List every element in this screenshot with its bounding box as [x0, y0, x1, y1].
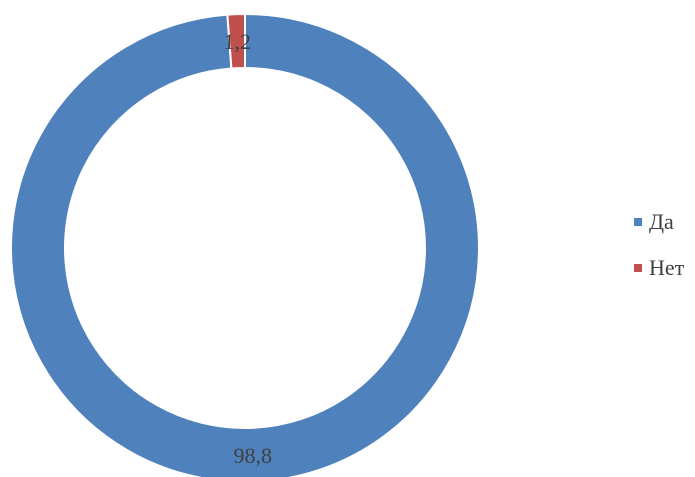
legend-swatch: [634, 264, 642, 272]
chart-slices: [10, 12, 480, 477]
slice-1: [10, 12, 480, 477]
chart-legend: Да Нет: [634, 209, 685, 280]
legend-label: Нет: [649, 255, 685, 280]
slice-value-label: 1,2: [223, 29, 251, 54]
chart-data-labels: 98,8 1,2: [223, 29, 272, 468]
slice-2: [226, 12, 246, 70]
legend-swatch: [634, 218, 642, 226]
slice-value-label: 98,8: [234, 443, 273, 468]
legend-label: Да: [649, 209, 674, 234]
